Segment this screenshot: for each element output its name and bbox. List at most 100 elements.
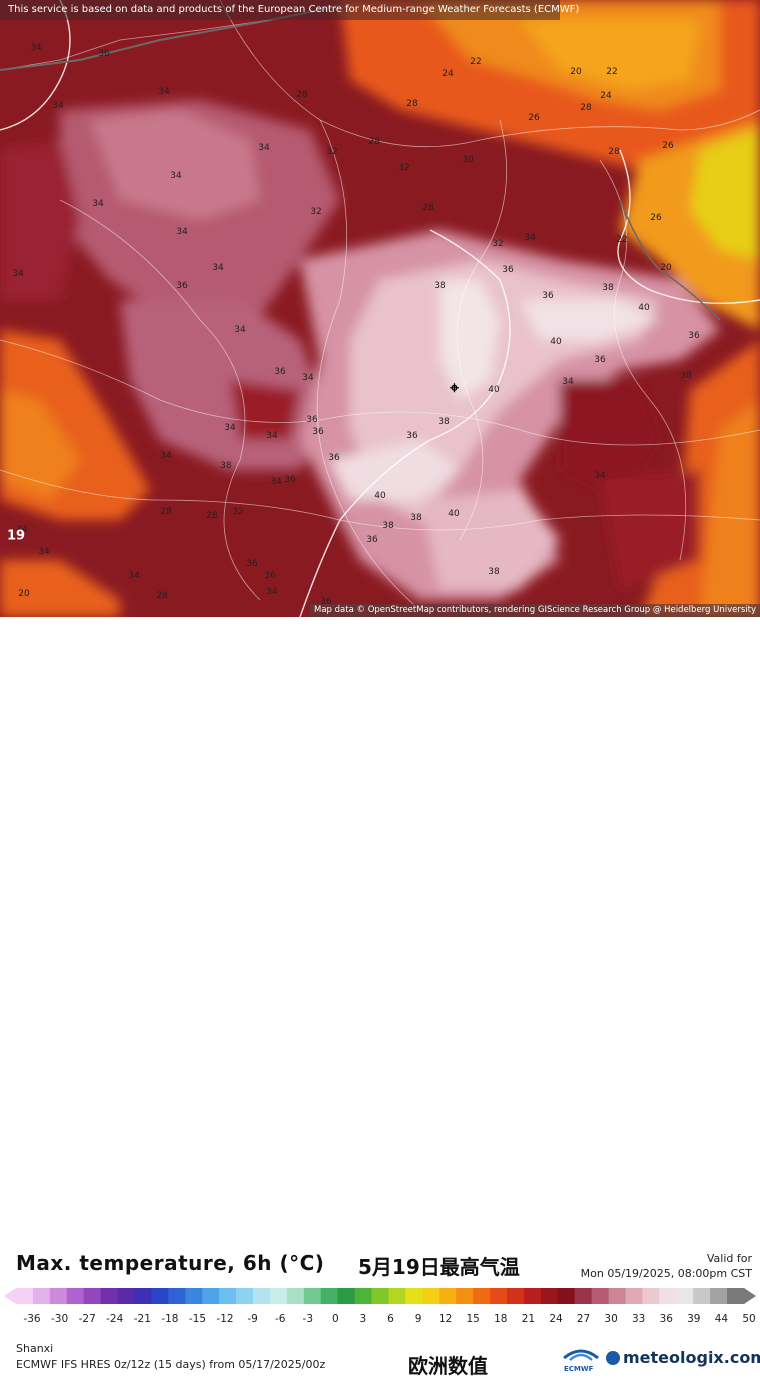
- isotherm-label: 28: [160, 507, 172, 517]
- colorbar-tick-label: 24: [549, 1313, 563, 1325]
- isotherm-label: 38: [434, 281, 446, 291]
- colorbar-swatch: [151, 1288, 169, 1304]
- temperature-field: [0, 0, 760, 617]
- colorbar-swatch: [16, 1288, 34, 1304]
- map-canvas: [0, 0, 760, 617]
- isotherm-label: 22: [470, 57, 482, 67]
- colorbar-swatch: [303, 1288, 322, 1304]
- colorbar-tick-label: -21: [133, 1313, 151, 1325]
- valid-time: Mon 05/19/2025, 08:00pm CST: [580, 1267, 752, 1280]
- colorbar-swatch: [320, 1288, 339, 1304]
- valid-label: Valid for: [706, 1252, 752, 1265]
- isotherm-label: 36: [594, 355, 606, 365]
- colorbar-swatch: [557, 1288, 576, 1304]
- ecmwf-logo-text: ECMWF: [564, 1365, 594, 1373]
- colorbar-swatch: [591, 1288, 610, 1304]
- colorbar-tick-label: 36: [659, 1313, 673, 1325]
- colorbar-swatch: [574, 1288, 593, 1304]
- colorbar-tick-label: -6: [274, 1313, 286, 1325]
- colorbar-tick-label: -24: [106, 1313, 124, 1325]
- isotherm-label: 34: [234, 325, 246, 335]
- colorbar-tick-label: -18: [161, 1313, 179, 1325]
- colorbar-tick-label: -9: [247, 1313, 258, 1325]
- country-border-east: [619, 199, 721, 321]
- isotherm-label: 40: [638, 303, 650, 313]
- colorbar-swatch: [693, 1288, 711, 1304]
- colorbar-swatch: [286, 1288, 305, 1304]
- colorbar-swatch: [236, 1288, 254, 1304]
- colorbar-swatch: [540, 1288, 559, 1304]
- colorbar-swatch: [676, 1288, 694, 1304]
- isotherm-label: 34: [594, 471, 606, 481]
- colorbar-swatch: [642, 1288, 660, 1304]
- subtitle-cn: 欧洲数值: [408, 1354, 488, 1378]
- colorbar-tick-label: -30: [51, 1313, 69, 1325]
- isotherm-label: 28: [368, 137, 380, 147]
- colorbar-swatch: [625, 1288, 644, 1304]
- isotherm-label: 34: [270, 477, 282, 487]
- colorbar-tick-label: 12: [439, 1313, 453, 1325]
- isotherm-label: 36: [542, 291, 554, 301]
- temperature-map[interactable]: This service is based on data and produc…: [0, 0, 760, 617]
- isotherm-label: 36: [274, 367, 286, 377]
- legend-footer: Max. temperature, 6h (°C) 5月19日最高气温 Vali…: [0, 617, 760, 1378]
- colorbar-swatch: [337, 1288, 356, 1304]
- colorbar-swatch: [83, 1288, 102, 1304]
- isotherm-label: 22: [616, 235, 628, 245]
- isotherm-label: 34: [160, 451, 172, 461]
- isotherm-label: 28: [156, 591, 168, 601]
- colorbar-tick-label: 6: [387, 1313, 394, 1325]
- isotherm-label: 34: [224, 423, 236, 433]
- colorbar-swatch: [371, 1288, 390, 1304]
- model-info: ECMWF IFS HRES 0z/12z (15 days) from 05/…: [16, 1358, 326, 1371]
- colorbar-swatch: [523, 1288, 542, 1304]
- brand-link[interactable]: meteologix.com: [606, 1348, 760, 1367]
- isotherm-label: 36: [176, 281, 188, 291]
- isotherm-label: 34: [258, 143, 270, 153]
- isotherm-label: 34: [52, 101, 64, 111]
- colorbar-swatch: [134, 1288, 153, 1304]
- isotherm-label: 24: [600, 91, 612, 101]
- isotherm-label: 20: [570, 67, 582, 77]
- admin-boundaries: [0, 0, 760, 611]
- isotherm-label: 24: [442, 69, 454, 79]
- isotherm-label: 32: [326, 147, 338, 157]
- isotherm-label: 34: [128, 571, 140, 581]
- colorbar-swatch: [168, 1288, 186, 1304]
- colorbar-swatch: [117, 1288, 136, 1304]
- colorbar-swatch: [490, 1288, 508, 1304]
- colorbar-tick-label: -3: [302, 1313, 314, 1325]
- isotherm-label: 34: [212, 263, 224, 273]
- colorbar-swatch: [422, 1288, 440, 1304]
- isotherm-label: 34: [12, 269, 24, 279]
- isotherm-label: 30: [462, 155, 474, 165]
- colorbar-swatch: [32, 1288, 51, 1304]
- colorbar-swatch: [66, 1288, 85, 1304]
- isotherm-label: 40: [448, 509, 460, 519]
- colorbar-tick-label: 18: [494, 1313, 508, 1325]
- isotherm-label: 38: [488, 567, 500, 577]
- edge-label: 19: [6, 528, 26, 544]
- location-marker-icon[interactable]: ⌖: [450, 378, 460, 397]
- isotherm-label: 28: [206, 511, 218, 521]
- isotherm-label: 38: [602, 283, 614, 293]
- colorbar-tick-label: 30: [604, 1313, 618, 1325]
- isotherm-label: 40: [374, 491, 386, 501]
- colorbar-swatch: [473, 1288, 491, 1304]
- colorbar-tick-label: 33: [632, 1313, 646, 1325]
- colorbar-min-arrow: [4, 1288, 16, 1304]
- meteologix-logo-icon: [606, 1351, 620, 1365]
- isotherm-label: 34: [38, 547, 50, 557]
- isotherm-label: 40: [488, 385, 500, 395]
- colorbar-tick-label: 44: [714, 1313, 729, 1325]
- color-scale-bar: [4, 1288, 756, 1304]
- isotherm-label: 34: [302, 373, 314, 383]
- isotherm-label: 36: [502, 265, 514, 275]
- colorbar-max-arrow: [744, 1288, 756, 1304]
- isotherm-label: 36: [98, 49, 110, 59]
- isotherm-label: 28: [608, 147, 620, 157]
- colorbar-swatch: [202, 1288, 220, 1304]
- colorbar-tick-label: 3: [359, 1313, 367, 1325]
- colorbar-swatch: [354, 1288, 373, 1304]
- isotherm-label: 34: [176, 227, 188, 237]
